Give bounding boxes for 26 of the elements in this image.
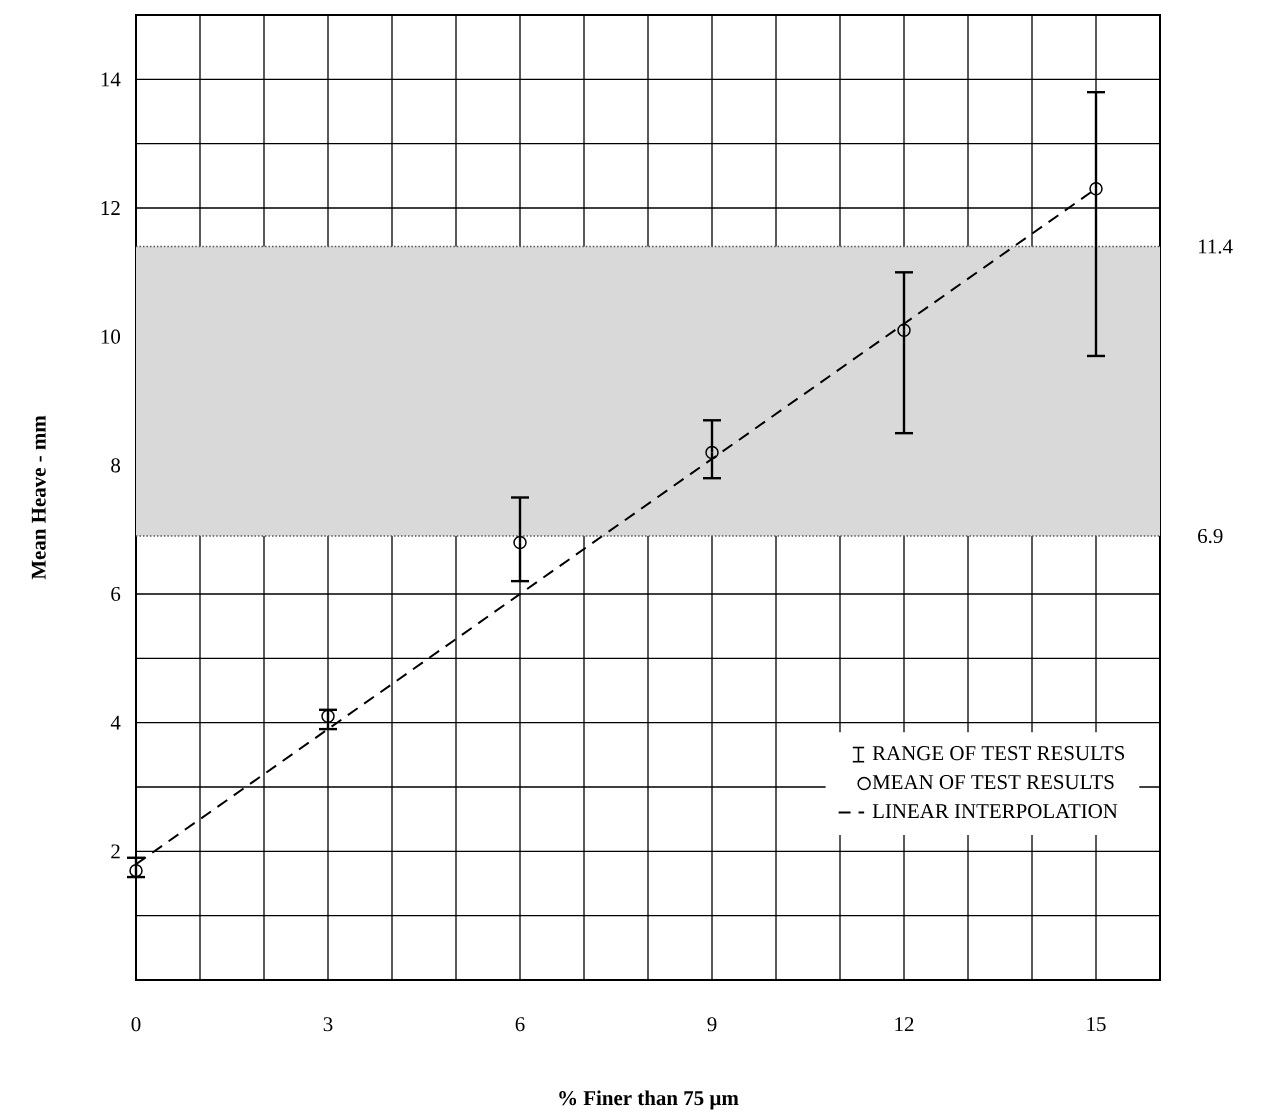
legend-label: MEAN OF TEST RESULTS <box>872 775 1114 790</box>
annotation: RANGE OF TEST RESULTS <box>872 746 1125 761</box>
y-tick-label: 2 <box>111 844 120 859</box>
x-tick-label: 0 <box>131 1017 141 1032</box>
y-tick-label: 12 <box>101 201 120 215</box>
ref-line-label: 6.9 <box>1198 529 1223 544</box>
y-tick-label: 8 <box>111 458 121 473</box>
legend-label: LINEAR INTERPOLATION <box>872 804 1118 819</box>
y-tick-label: 6 <box>111 586 121 602</box>
point <box>321 709 335 723</box>
x-axis-title: % Finer than 75 µm <box>559 1090 739 1110</box>
point <box>513 535 527 550</box>
point <box>129 863 143 878</box>
x-tick-label: 9 <box>707 1017 717 1032</box>
ref-line-label: 11.4 <box>1199 239 1233 254</box>
y-tick-label: 4 <box>110 715 121 730</box>
y-tick-label: 10 <box>101 329 121 344</box>
point <box>897 323 911 337</box>
point <box>1089 181 1103 196</box>
point <box>705 445 719 460</box>
y-tick-label: 14 <box>101 72 121 87</box>
x-tick-label: 12 <box>895 1017 914 1032</box>
x-tick-label: 15 <box>1087 1017 1106 1032</box>
y-axis-title: Mean Heave - mm <box>31 415 46 580</box>
x-tick-label: 6 <box>515 1017 525 1032</box>
x-tick-label: 3 <box>323 1017 333 1032</box>
